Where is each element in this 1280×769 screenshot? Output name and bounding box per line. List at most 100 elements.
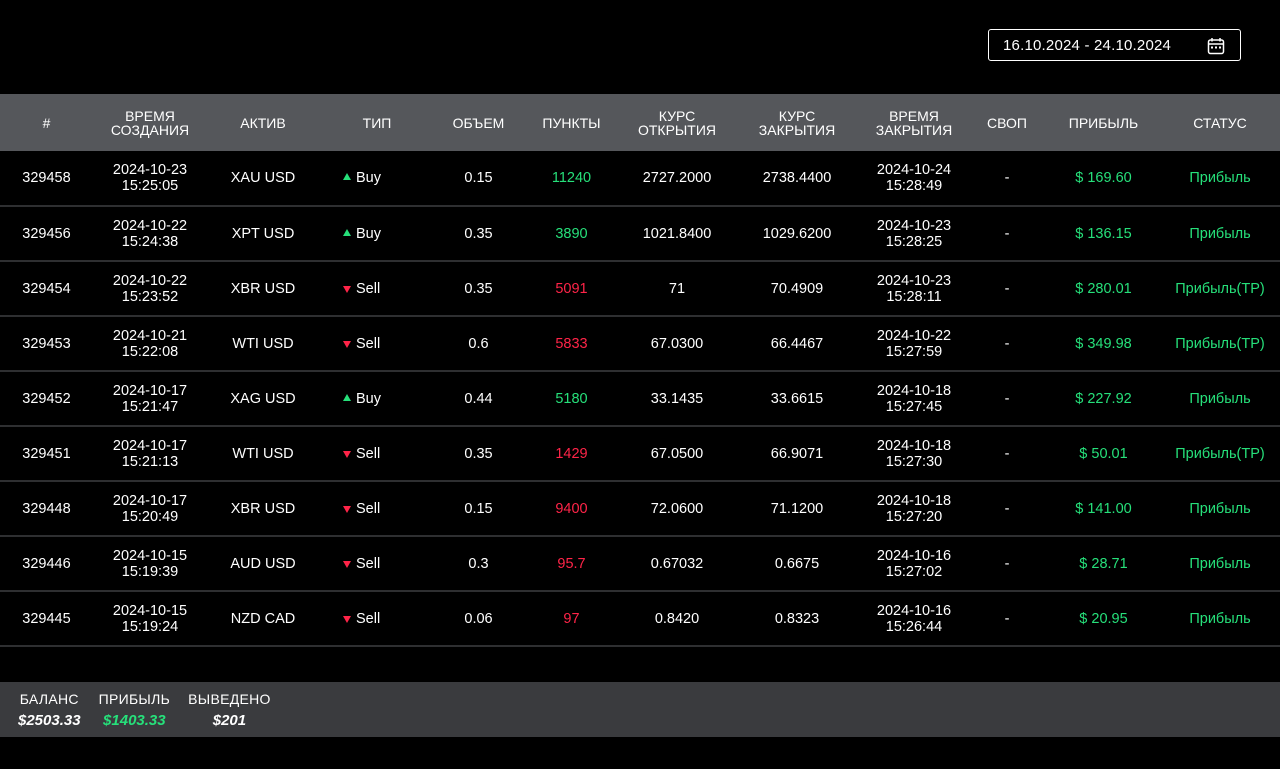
cell-type: Sell bbox=[319, 481, 435, 536]
col-header-asset[interactable]: Актив bbox=[240, 114, 286, 131]
cell-points: 1429 bbox=[555, 445, 588, 462]
trades-table: # Время создания Актив Тип Объем Пункты К… bbox=[0, 94, 1280, 647]
cell-id: 329452 bbox=[22, 390, 71, 407]
cell-created: 2024-10-17 15:21:47 bbox=[112, 382, 188, 415]
cell-open-rate: 67.0500 bbox=[650, 445, 704, 462]
cell-id: 329454 bbox=[22, 280, 71, 297]
cell-id: 329451 bbox=[22, 445, 71, 462]
cell-asset: XBR USD bbox=[230, 500, 296, 517]
date-range-picker[interactable]: 16.10.2024 - 24.10.2024 bbox=[988, 29, 1241, 61]
table-row[interactable]: 329453 2024-10-21 15:22:08 WTI USD Sell 0.6 58… bbox=[0, 316, 1280, 371]
cell-profit: $ 20.95 bbox=[1079, 610, 1128, 627]
cell-created: 2024-10-17 15:21:13 bbox=[112, 437, 188, 470]
cell-profit: $ 227.92 bbox=[1075, 390, 1132, 407]
cell-volume: 0.15 bbox=[464, 170, 493, 186]
cell-profit: $ 136.15 bbox=[1075, 225, 1132, 242]
cell-swap: - bbox=[1004, 500, 1010, 517]
cell-close-rate: 0.6675 bbox=[774, 555, 820, 572]
cell-swap: - bbox=[1004, 445, 1010, 462]
cell-swap: - bbox=[1004, 390, 1010, 407]
cell-close-rate: 2738.4400 bbox=[762, 170, 832, 186]
calendar-icon[interactable] bbox=[1207, 37, 1225, 55]
profit-label: Прибыль bbox=[98, 690, 171, 707]
table-row[interactable]: 329454 2024-10-22 15:23:52 XBR USD Sell 0.35 5… bbox=[0, 261, 1280, 316]
cell-profit: $ 349.98 bbox=[1075, 335, 1132, 352]
cell-open-rate: 0.67032 bbox=[650, 555, 704, 572]
table-row[interactable]: 329458 2024-10-23 15:25:05 XAU USD Buy 0.15 11… bbox=[0, 151, 1280, 206]
col-header-closed[interactable]: Время закрытия bbox=[875, 107, 953, 138]
cell-open-rate: 71 bbox=[668, 280, 686, 297]
cell-volume: 0.06 bbox=[464, 610, 493, 627]
cell-points: 5091 bbox=[555, 280, 588, 297]
cell-id: 329448 bbox=[22, 500, 71, 517]
col-header-volume[interactable]: Объем bbox=[452, 114, 505, 131]
cell-points: 5833 bbox=[555, 335, 588, 352]
col-header-status[interactable]: Статус bbox=[1193, 114, 1247, 131]
table-row[interactable]: 329446 2024-10-15 15:19:39 AUD USD Sell 0.3 95… bbox=[0, 536, 1280, 591]
cell-swap: - bbox=[1004, 555, 1010, 572]
cell-status: Прибыль bbox=[1189, 555, 1251, 572]
table-row[interactable]: 329452 2024-10-17 15:21:47 XAG USD Buy 0.44 51… bbox=[0, 371, 1280, 426]
cell-swap: - bbox=[1004, 225, 1010, 242]
summary-withdrawn: Выведено $201 bbox=[188, 691, 271, 729]
cell-asset: WTI USD bbox=[232, 335, 294, 352]
cell-closed: 2024-10-18 15:27:30 bbox=[876, 437, 952, 470]
cell-asset: NZD CAD bbox=[230, 610, 296, 627]
cell-volume: 0.3 bbox=[468, 555, 489, 572]
cell-type: Sell bbox=[319, 536, 435, 591]
cell-asset: XAG USD bbox=[230, 390, 296, 407]
cell-volume: 0.35 bbox=[464, 445, 493, 462]
arrow-down-icon bbox=[343, 505, 351, 513]
cell-created: 2024-10-22 15:23:52 bbox=[112, 272, 188, 305]
cell-points: 11240 bbox=[551, 170, 592, 186]
cell-close-rate: 1029.6200 bbox=[762, 225, 832, 242]
cell-status: Прибыль(TP) bbox=[1175, 280, 1265, 297]
table-row[interactable]: 329451 2024-10-17 15:21:13 WTI USD Sell 0.35 1… bbox=[0, 426, 1280, 481]
arrow-down-icon bbox=[343, 615, 351, 623]
balance-value: $2503.33 bbox=[18, 711, 81, 729]
table-row[interactable]: 329448 2024-10-17 15:20:49 XBR USD Sell 0.15 9… bbox=[0, 481, 1280, 536]
cell-id: 329453 bbox=[22, 335, 71, 352]
cell-closed: 2024-10-16 15:26:44 bbox=[876, 602, 952, 635]
arrow-down-icon bbox=[343, 560, 351, 568]
col-header-swap[interactable]: Своп bbox=[987, 114, 1027, 131]
col-header-created[interactable]: Время создания bbox=[110, 107, 190, 138]
cell-status: Прибыль bbox=[1189, 170, 1251, 186]
cell-type: Sell bbox=[319, 591, 435, 646]
cell-open-rate: 67.0300 bbox=[650, 335, 704, 352]
col-header-points[interactable]: Пункты bbox=[542, 114, 601, 131]
cell-close-rate: 71.1200 bbox=[770, 500, 824, 517]
cell-open-rate: 2727.2000 bbox=[642, 170, 712, 186]
cell-id: 329445 bbox=[22, 610, 71, 627]
cell-created: 2024-10-17 15:20:49 bbox=[112, 492, 188, 525]
cell-close-rate: 66.4467 bbox=[770, 335, 824, 352]
cell-status: Прибыль bbox=[1189, 225, 1251, 242]
cell-open-rate: 1021.8400 bbox=[642, 225, 712, 242]
col-header-close-rate[interactable]: Курс закрытия bbox=[758, 107, 836, 138]
profit-value: $1403.33 bbox=[103, 711, 166, 729]
cell-volume: 0.44 bbox=[464, 390, 493, 407]
cell-type: Buy bbox=[319, 371, 435, 426]
cell-asset: XPT USD bbox=[231, 225, 295, 242]
table-row[interactable]: 329456 2024-10-22 15:24:38 XPT USD Buy 0.35 38… bbox=[0, 206, 1280, 261]
col-header-open-rate[interactable]: Курс открытия bbox=[637, 107, 717, 138]
cell-type: Buy bbox=[319, 151, 435, 206]
arrow-down-icon bbox=[343, 340, 351, 348]
date-range-value: 16.10.2024 - 24.10.2024 bbox=[1003, 36, 1172, 54]
cell-created: 2024-10-15 15:19:24 bbox=[112, 602, 188, 635]
account-summary: Баланс $2503.33 Прибыль $1403.33 Выведен… bbox=[0, 682, 1280, 737]
cell-swap: - bbox=[1004, 280, 1010, 297]
cell-closed: 2024-10-23 15:28:25 bbox=[876, 217, 952, 250]
cell-points: 9400 bbox=[555, 500, 588, 517]
arrow-up-icon bbox=[343, 228, 351, 236]
arrow-up-icon bbox=[343, 173, 351, 180]
col-header-type[interactable]: Тип bbox=[362, 114, 392, 131]
arrow-down-icon bbox=[343, 450, 351, 458]
cell-swap: - bbox=[1004, 335, 1010, 352]
cell-profit: $ 169.60 bbox=[1075, 170, 1132, 186]
col-header-profit[interactable]: Прибыль bbox=[1068, 114, 1139, 131]
withdrawn-label: Выведено bbox=[188, 690, 271, 707]
table-row[interactable]: 329445 2024-10-15 15:19:24 NZD CAD Sell 0.06 9… bbox=[0, 591, 1280, 646]
col-header-id[interactable]: # bbox=[42, 114, 51, 131]
arrow-down-icon bbox=[343, 285, 351, 293]
